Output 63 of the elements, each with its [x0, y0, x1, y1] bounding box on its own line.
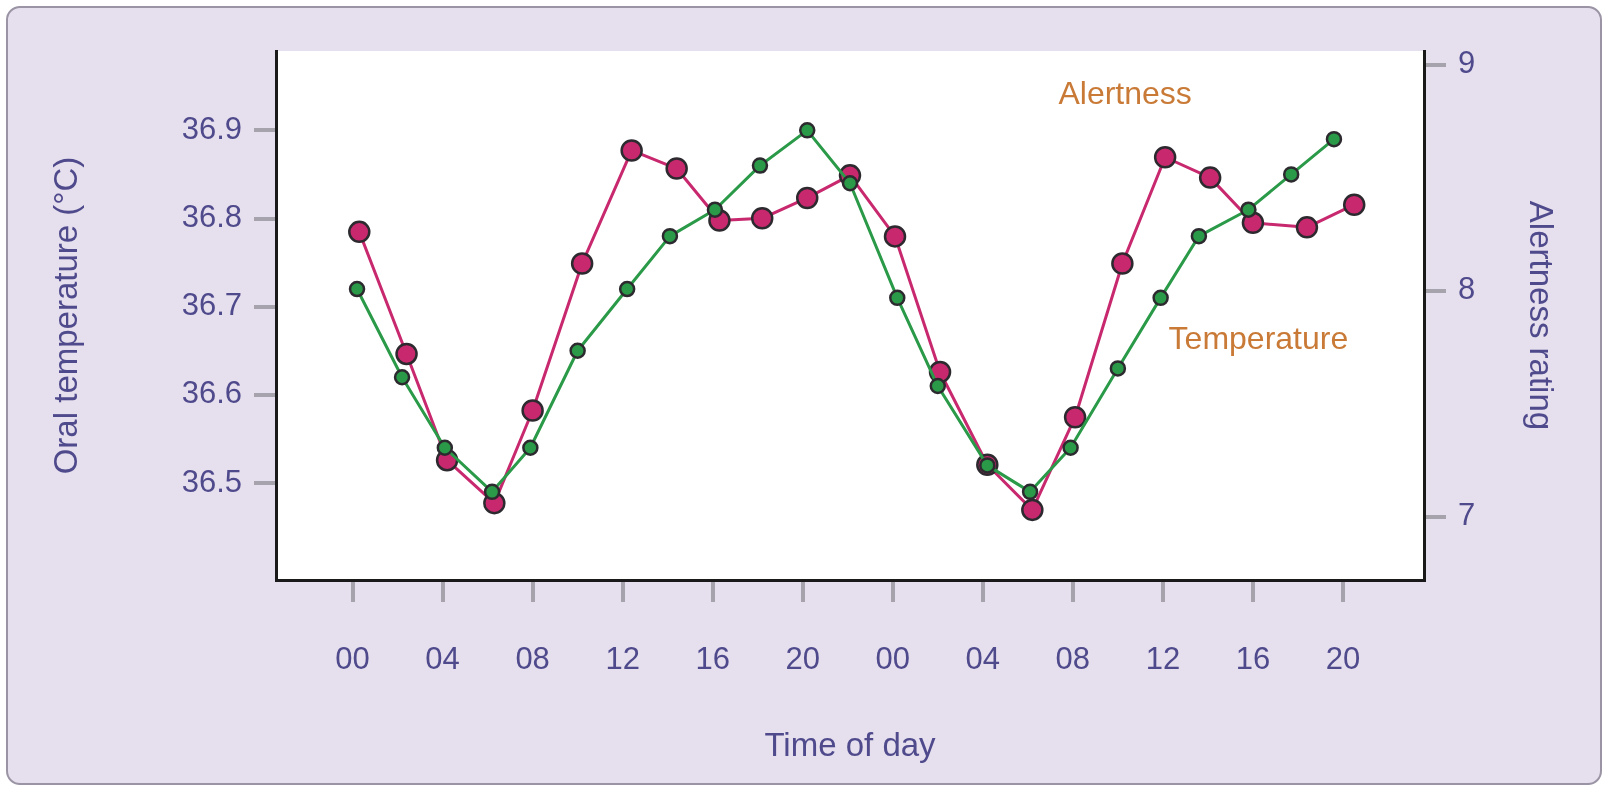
point — [706, 201, 724, 218]
x-tick-label: 12 — [1145, 641, 1181, 677]
y-axis-title: Oral temperature (°C) — [46, 156, 84, 475]
x-tick-label: 08 — [1055, 641, 1091, 677]
x-tick-label: 12 — [605, 641, 640, 677]
point — [1198, 166, 1222, 189]
x-axis-title: Time of day — [764, 726, 937, 764]
series-label: Temperature — [1168, 319, 1349, 356]
point — [751, 157, 769, 174]
point — [436, 439, 454, 456]
point — [841, 175, 859, 192]
point — [393, 368, 411, 386]
x-tick-label: 04 — [965, 641, 1001, 677]
point — [348, 280, 366, 298]
point — [1021, 483, 1039, 501]
point — [569, 342, 586, 360]
point — [750, 207, 774, 230]
y2-tick-label: 7 — [1458, 497, 1476, 533]
point — [1109, 360, 1127, 377]
point — [395, 342, 418, 366]
x-tick-label: 00 — [875, 641, 911, 677]
point — [1190, 227, 1208, 245]
y-tick-label: 36.6 — [181, 375, 242, 411]
y2-axis-title: Alertness rating — [1523, 200, 1561, 431]
point — [570, 252, 594, 275]
point — [1342, 193, 1366, 216]
point — [620, 139, 643, 162]
x-tick-label: 00 — [335, 641, 370, 677]
point — [929, 377, 947, 395]
x-tick-label: 20 — [1325, 641, 1361, 677]
point — [483, 483, 501, 501]
y-tick-label: 36.8 — [181, 199, 242, 235]
point — [883, 225, 907, 248]
point — [1063, 405, 1087, 429]
y-tick-label: 36.7 — [181, 287, 242, 323]
point — [795, 186, 819, 210]
y2-tick-label: 8 — [1458, 271, 1476, 307]
point — [661, 227, 679, 245]
x-tick-label: 20 — [785, 641, 820, 677]
point — [889, 289, 906, 307]
x-tick-label: 16 — [695, 641, 730, 677]
x-tick-label: 16 — [1235, 641, 1271, 677]
point — [1295, 216, 1319, 239]
x-tick-label: 08 — [515, 641, 550, 677]
y-tick-label: 36.9 — [181, 110, 242, 146]
point — [1111, 252, 1134, 275]
y2-tick-label: 9 — [1458, 45, 1476, 81]
point — [1152, 289, 1169, 307]
point — [1062, 439, 1079, 456]
point — [1325, 130, 1343, 148]
point — [1240, 201, 1257, 218]
point — [1282, 166, 1300, 183]
point — [665, 157, 688, 180]
point — [521, 399, 544, 422]
x-tick-label: 04 — [425, 641, 460, 677]
point — [618, 280, 636, 298]
point — [798, 122, 816, 139]
point — [348, 220, 371, 244]
point — [1153, 146, 1177, 169]
y-tick-label: 36.5 — [181, 463, 242, 499]
point — [522, 439, 539, 456]
point — [1021, 498, 1044, 522]
series-label: Alertness — [1058, 75, 1192, 112]
